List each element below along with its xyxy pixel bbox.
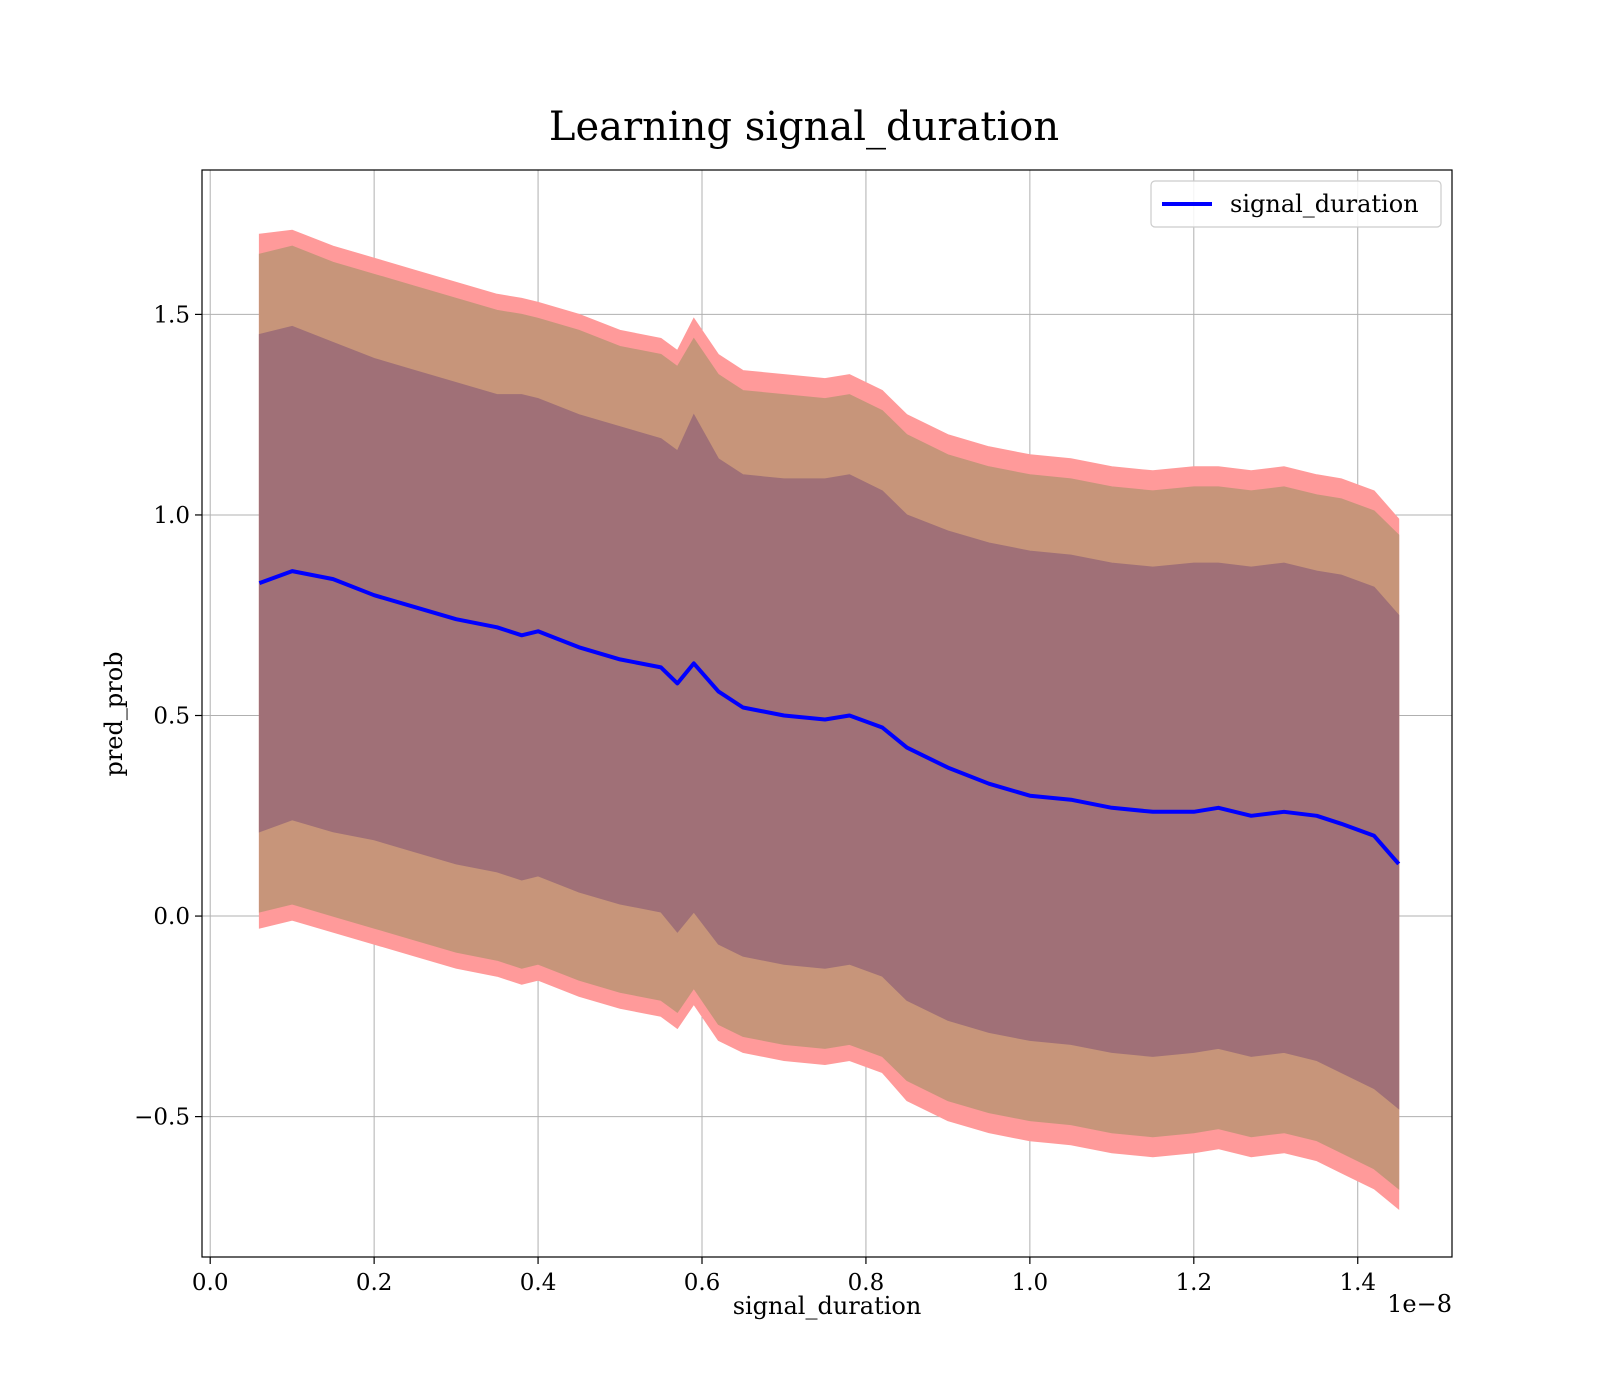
x-tick-label: 0.0	[192, 1270, 229, 1296]
legend-box	[1150, 180, 1442, 228]
x-offset-label: 1e−8	[1387, 1290, 1452, 1318]
y-tick-label: 0.5	[153, 704, 190, 730]
x-tick-label: 0.6	[684, 1270, 721, 1296]
x-axis-ticks: 0.0 0.2 0.4 0.6 0.8 1.0 1.2 1.4	[192, 1257, 1376, 1296]
x-tick-label: 1.2	[1176, 1270, 1213, 1296]
series-lines	[258, 569, 1401, 866]
y-axis-ticks: −0.5 0.0 0.5 1.0 1.5	[134, 302, 202, 1131]
x-axis-label: signal_duration	[733, 1292, 922, 1320]
x-tick-label: 0.8	[848, 1270, 885, 1296]
legend-label: signal_duration	[1230, 190, 1419, 218]
y-tick-label: 1.0	[153, 503, 190, 529]
x-tick-label: 1.4	[1339, 1270, 1376, 1296]
x-tick-label: 1.0	[1012, 1270, 1049, 1296]
x-tick-label: 0.2	[356, 1270, 393, 1296]
x-tick-label: 0.4	[520, 1270, 557, 1296]
y-axis-label: pred_prob	[100, 651, 128, 776]
plot-frame	[201, 169, 1453, 1258]
y-tick-label: 1.5	[153, 302, 190, 328]
series-line	[258, 569, 1401, 866]
y-tick-label: 0.0	[153, 904, 190, 930]
legend: signal_duration	[1150, 180, 1442, 228]
chart-title: Learning signal_duration	[549, 104, 1059, 150]
y-tick-label: −0.5	[134, 1105, 190, 1131]
